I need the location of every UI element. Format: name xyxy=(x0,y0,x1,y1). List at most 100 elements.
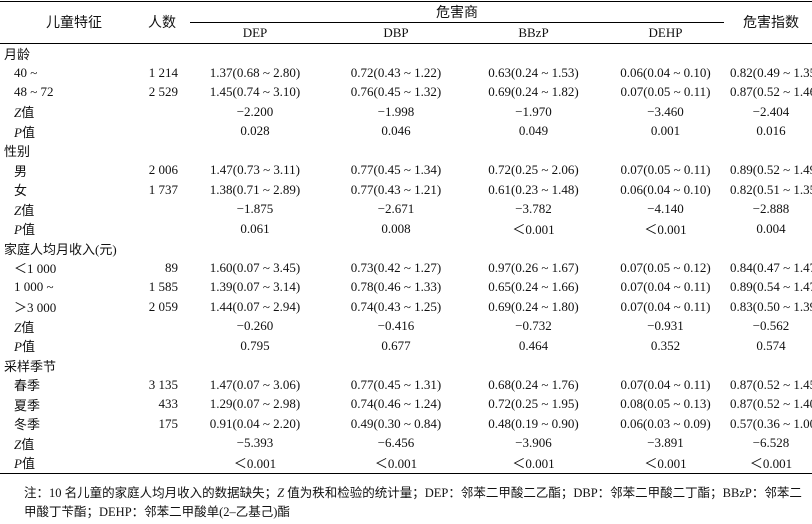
row-dehp: 0.06(0.03 ~ 0.09) xyxy=(620,415,711,431)
row-bbzp: 0.72(0.25 ~ 1.95) xyxy=(488,396,579,412)
z-label: Z值 xyxy=(0,102,148,122)
header-bbzp: BBzP xyxy=(518,24,549,40)
row-dbp: 0.74(0.46 ~ 1.24) xyxy=(350,396,442,412)
row-bbzp: 0.61(0.23 ~ 1.48) xyxy=(488,181,579,197)
z-bbzp: −1.970 xyxy=(515,103,552,119)
row-count: 2 006 xyxy=(148,162,178,178)
p-label-italic: P xyxy=(14,222,22,238)
z-dep: −0.260 xyxy=(236,318,274,334)
table-row: 1 000 ~ 1 585 1.39(0.07 ~ 3.14) 0.78(0.46 ~… xyxy=(0,278,812,298)
row-label: ＞3 000 xyxy=(14,300,57,316)
p-dep: ＜0.001 xyxy=(233,456,277,472)
row-label: 女 xyxy=(14,183,28,199)
table-row: 冬季 175 0.91(0.04 ~ 2.20) 0.49(0.30 ~ 0.84) 0… xyxy=(0,414,812,434)
z-bbzp: −3.906 xyxy=(515,435,552,451)
p-dehp: ＜0.001 xyxy=(644,456,687,472)
z-dehp: −4.140 xyxy=(647,201,684,217)
row-bbzp: 0.68(0.24 ~ 1.76) xyxy=(488,376,579,392)
z-hi: −2.404 xyxy=(752,103,790,119)
table-row: 48 ~ 72 2 529 1.45(0.74 ~ 3.10) 0.76(0.45 ~… xyxy=(0,83,812,103)
row-dehp: 0.07(0.04 ~ 0.11) xyxy=(620,279,711,295)
section-title: 家庭人均月收入(元) xyxy=(4,241,117,257)
header-count: 人数 xyxy=(148,16,176,32)
row-label: 春季 xyxy=(14,378,41,394)
p-value-row: P值 0.061 0.008 ＜0.001 ＜0.001 0.004 xyxy=(0,219,812,239)
row-dehp: 0.07(0.05 ~ 0.12) xyxy=(620,259,711,275)
z-value-row: Z值 −1.875 −2.671 −3.782 −4.140 −2.888 xyxy=(0,200,812,220)
row-dehp: 0.07(0.04 ~ 0.11) xyxy=(620,298,711,314)
row-dep: 1.44(0.07 ~ 2.94) xyxy=(209,298,301,314)
z-label-text: 值 xyxy=(21,105,35,121)
note-rest: 值为秩和检验的统计量；DEP：邻苯二甲酸二乙酯；DBP：邻苯二甲酸二丁酯；BBz… xyxy=(24,486,802,519)
p-label-italic: P xyxy=(14,339,22,355)
p-dbp: 0.677 xyxy=(381,337,411,353)
row-dehp: 0.06(0.04 ~ 0.10) xyxy=(620,64,711,80)
z-dbp: −6.456 xyxy=(377,435,415,451)
table-footnote: 注：10 名儿童的家庭人均月收入的数据缺失；Z 值为秩和检验的统计量；DEP：邻… xyxy=(24,484,806,522)
hq-label: 危害商 xyxy=(190,2,724,23)
row-count: 3 135 xyxy=(148,376,178,392)
p-hi: ＜0.001 xyxy=(749,456,793,472)
header-dbp: DBP xyxy=(383,24,409,40)
row-dehp: 0.06(0.04 ~ 0.10) xyxy=(620,181,711,197)
header-hazard-quotient: 危害商 xyxy=(184,2,730,23)
row-bbzp: 0.72(0.25 ~ 2.06) xyxy=(488,162,579,178)
row-count: 2 059 xyxy=(148,298,178,314)
row-count: 1 737 xyxy=(148,181,178,197)
z-dbp: −0.416 xyxy=(377,318,415,334)
z-count-empty xyxy=(148,102,184,122)
row-count: 89 xyxy=(165,259,178,275)
row-dehp: 0.08(0.05 ~ 0.13) xyxy=(620,396,711,412)
row-bbzp: 0.69(0.24 ~ 1.82) xyxy=(488,84,579,100)
row-count: 1 214 xyxy=(148,64,178,80)
row-label: ＜1 000 xyxy=(14,261,57,277)
row-dep: 1.47(0.07 ~ 3.06) xyxy=(209,376,301,392)
p-value-row: P值 ＜0.001 ＜0.001 ＜0.001 ＜0.001 ＜0.001 xyxy=(0,453,812,473)
p-hi: 0.004 xyxy=(756,220,786,236)
z-value-row: Z值 −0.260 −0.416 −0.732 −0.931 −0.562 xyxy=(0,317,812,337)
row-hi: 0.82(0.49 ~ 1.35) xyxy=(730,64,812,80)
p-bbzp: 0.049 xyxy=(518,123,549,139)
p-label: P值 xyxy=(0,219,148,239)
p-dep: 0.028 xyxy=(240,123,270,139)
note-prefix: 注：10 名儿童的家庭人均月收入的数据缺失； xyxy=(24,486,278,500)
z-bbzp: −3.782 xyxy=(515,201,552,217)
data-table: 儿童特征 人数 危害商 危害指数 DEP DBP BBzP DEHP 月龄 40 ~ 1 … xyxy=(0,1,812,474)
table-row: 40 ~ 1 214 1.37(0.68 ~ 2.80) 0.72(0.43 ~ 1.… xyxy=(0,63,812,83)
p-label-text: 值 xyxy=(21,339,35,355)
table-row: 春季 3 135 1.47(0.07 ~ 3.06) 0.77(0.45 ~ 1.31… xyxy=(0,375,812,395)
p-count-empty xyxy=(148,336,184,356)
z-value-row: Z值 −5.393 −6.456 −3.906 −3.891 −6.528 xyxy=(0,434,812,454)
z-label-italic: Z xyxy=(14,436,22,452)
table-row: 女 1 737 1.38(0.71 ~ 2.89) 0.77(0.43 ~ 1.21)… xyxy=(0,180,812,200)
section-row: 家庭人均月收入(元) xyxy=(0,239,812,259)
z-dehp: −3.460 xyxy=(647,103,684,119)
row-dep: 1.29(0.07 ~ 2.98) xyxy=(209,396,301,412)
z-hi: −0.562 xyxy=(752,318,790,334)
z-dep: −2.200 xyxy=(236,103,274,119)
z-hi: −6.528 xyxy=(752,435,790,451)
section-title: 采样季节 xyxy=(4,358,57,374)
row-count: 175 xyxy=(158,415,179,431)
p-count-empty xyxy=(148,122,184,142)
section-title: 性别 xyxy=(4,144,31,160)
row-hi: 0.57(0.36 ~ 1.00) xyxy=(730,415,812,431)
p-label-text: 值 xyxy=(21,222,35,238)
z-bbzp: −0.732 xyxy=(515,318,552,334)
row-dep: 1.38(0.71 ~ 2.89) xyxy=(209,181,301,197)
p-value-row: P值 0.795 0.677 0.464 0.352 0.574 xyxy=(0,336,812,356)
z-dehp: −3.891 xyxy=(647,435,684,451)
row-dep: 1.47(0.73 ~ 3.11) xyxy=(210,162,300,178)
p-hi: 0.016 xyxy=(756,123,786,139)
p-value-row: P值 0.028 0.046 0.049 0.001 0.016 xyxy=(0,122,812,142)
section-title: 月龄 xyxy=(4,46,31,62)
row-dbp: 0.72(0.43 ~ 1.22) xyxy=(350,64,442,80)
table-row: 男 2 006 1.47(0.73 ~ 3.11) 0.77(0.45 ~ 1.34)… xyxy=(0,161,812,181)
row-hi: 0.87(0.52 ~ 1.46) xyxy=(730,84,812,100)
row-hi: 0.87(0.52 ~ 1.45) xyxy=(730,376,812,392)
header-feature: 儿童特征 xyxy=(46,16,102,32)
table-body: 月龄 40 ~ 1 214 1.37(0.68 ~ 2.80) 0.72(0.43 ~ … xyxy=(0,43,812,473)
row-dbp: 0.77(0.45 ~ 1.34) xyxy=(350,162,442,178)
row-dbp: 0.77(0.43 ~ 1.21) xyxy=(350,181,442,197)
row-hi: 0.83(0.50 ~ 1.39) xyxy=(730,298,812,314)
